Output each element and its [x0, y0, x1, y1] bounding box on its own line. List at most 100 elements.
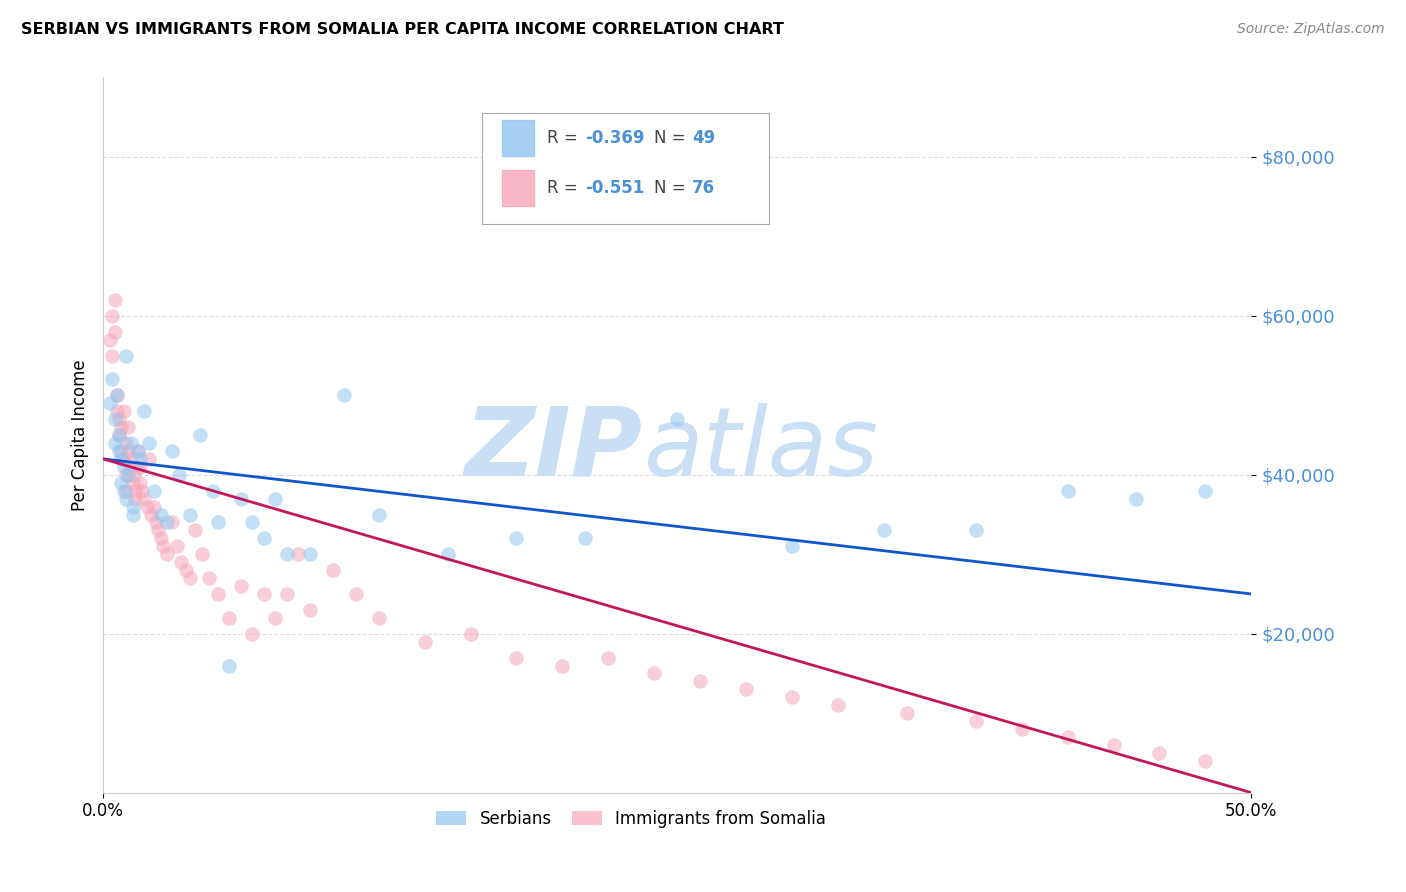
Point — [160, 516, 183, 530]
Point — [643, 666, 665, 681]
Point — [1149, 746, 1171, 760]
Text: N =: N = — [654, 129, 692, 147]
Point — [780, 690, 803, 705]
Point — [115, 467, 138, 482]
Point — [344, 587, 367, 601]
Point — [122, 508, 145, 522]
Point — [505, 650, 527, 665]
Point — [98, 333, 121, 347]
Point — [115, 483, 138, 498]
Point — [156, 547, 179, 561]
Point — [112, 483, 135, 498]
Point — [298, 547, 321, 561]
Point — [197, 571, 219, 585]
Point — [436, 547, 458, 561]
Point — [108, 428, 131, 442]
Point — [110, 451, 132, 466]
Point — [134, 491, 156, 506]
Point — [104, 436, 127, 450]
Text: N =: N = — [654, 179, 692, 197]
Text: atlas: atlas — [643, 403, 877, 496]
Point — [104, 325, 127, 339]
Text: -0.369: -0.369 — [585, 129, 645, 147]
Point — [134, 404, 156, 418]
Point — [367, 611, 389, 625]
Point — [1056, 730, 1078, 744]
Point — [138, 451, 160, 466]
Point — [229, 491, 252, 506]
Point — [110, 475, 132, 490]
Point — [101, 349, 124, 363]
Point — [131, 483, 153, 498]
Point — [413, 634, 436, 648]
Point — [117, 420, 139, 434]
Point — [105, 404, 128, 418]
Point — [827, 698, 849, 713]
Text: -0.551: -0.551 — [585, 179, 644, 197]
Y-axis label: Per Capita Income: Per Capita Income — [72, 359, 89, 511]
Point — [138, 436, 160, 450]
Point — [122, 500, 145, 514]
Point — [780, 539, 803, 553]
Point — [101, 372, 124, 386]
Point — [207, 587, 229, 601]
Point — [104, 293, 127, 307]
Point — [276, 547, 298, 561]
Point — [253, 532, 276, 546]
Point — [574, 532, 596, 546]
Point — [142, 483, 165, 498]
Point — [367, 508, 389, 522]
Point — [166, 539, 188, 553]
Point — [218, 658, 240, 673]
Point — [264, 491, 287, 506]
Point — [179, 571, 201, 585]
Point — [115, 349, 138, 363]
Point — [120, 436, 142, 450]
Point — [128, 475, 150, 490]
Point — [229, 579, 252, 593]
Point — [735, 682, 758, 697]
Point — [873, 524, 896, 538]
Point — [149, 508, 172, 522]
Point — [112, 404, 135, 418]
Point — [242, 516, 264, 530]
Point — [115, 491, 138, 506]
Point — [148, 524, 170, 538]
Point — [460, 626, 482, 640]
Point — [598, 650, 620, 665]
Point — [322, 563, 344, 577]
Point — [287, 547, 309, 561]
Point — [1056, 483, 1078, 498]
Text: R =: R = — [547, 179, 583, 197]
Point — [188, 428, 211, 442]
Text: 49: 49 — [692, 129, 716, 147]
Point — [124, 491, 146, 506]
Point — [276, 587, 298, 601]
Point — [108, 412, 131, 426]
Point — [689, 674, 711, 689]
Point — [170, 555, 193, 569]
Point — [202, 483, 225, 498]
Point — [127, 459, 149, 474]
Point — [104, 412, 127, 426]
Point — [128, 451, 150, 466]
Point — [98, 396, 121, 410]
Bar — [502, 120, 534, 156]
Point — [965, 714, 987, 728]
Point — [191, 547, 214, 561]
Point — [298, 603, 321, 617]
Point — [1194, 483, 1216, 498]
Point — [152, 539, 174, 553]
Point — [242, 626, 264, 640]
Point — [174, 563, 197, 577]
Point — [253, 587, 276, 601]
Point — [117, 444, 139, 458]
Text: R =: R = — [547, 129, 583, 147]
Point — [551, 658, 574, 673]
Point — [120, 459, 142, 474]
Point — [1194, 754, 1216, 768]
Point — [965, 524, 987, 538]
Point — [142, 500, 165, 514]
Point — [128, 459, 150, 474]
Point — [115, 436, 138, 450]
